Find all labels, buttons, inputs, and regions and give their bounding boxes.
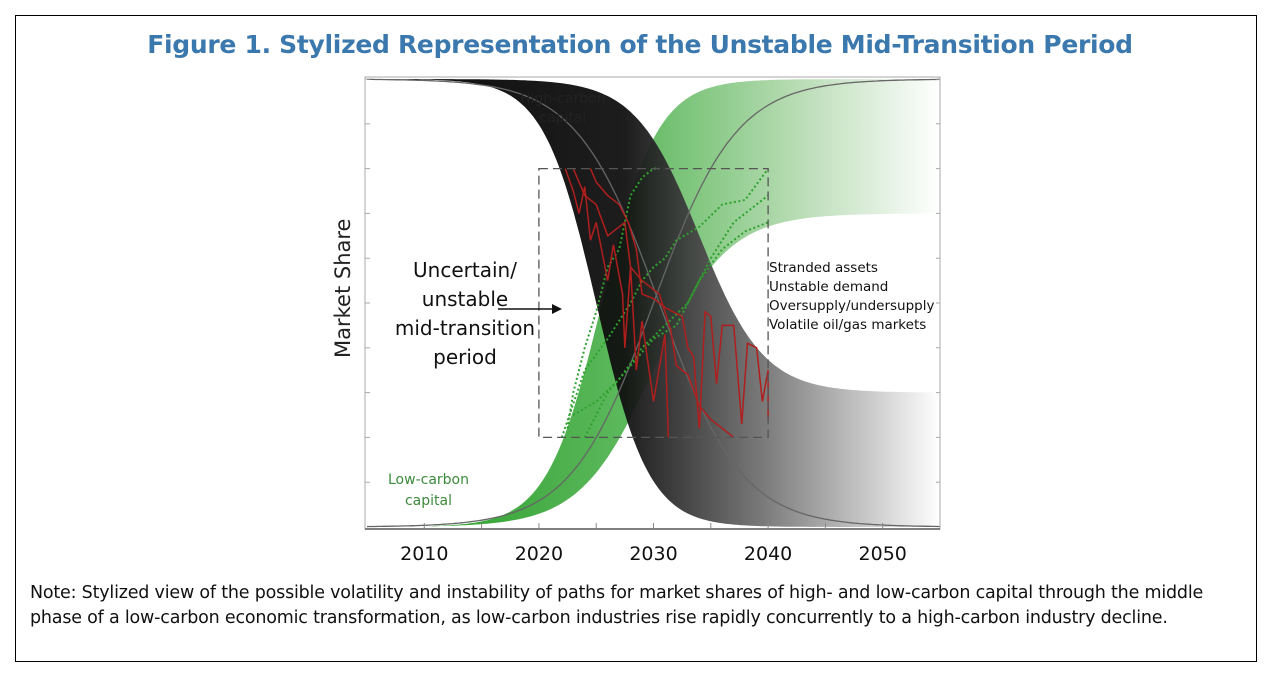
x-tick-label: 2040 bbox=[744, 543, 792, 565]
red-path-1 bbox=[572, 168, 735, 438]
effect-volatile-markets: Volatile oil/gas markets bbox=[769, 317, 927, 333]
low-carbon-label: Low-carbon capital bbox=[388, 470, 469, 512]
period-label-line4: period bbox=[433, 345, 497, 369]
period-label-line3: mid-transition bbox=[394, 316, 536, 340]
effect-stranded-assets: Stranded assets bbox=[769, 260, 878, 276]
arrow-head-icon bbox=[552, 304, 562, 314]
y-axis-label: Market Share bbox=[331, 218, 355, 358]
high-carbon-label: High-carbon capital bbox=[520, 90, 606, 128]
low-carbon-label-line1: Low-carbon bbox=[388, 472, 469, 488]
low-carbon-label-line2: capital bbox=[404, 493, 452, 509]
x-tick-label: 2050 bbox=[859, 543, 907, 565]
effects-list: Stranded assets Unstable demand Oversupp… bbox=[769, 259, 935, 335]
effect-oversupply: Oversupply/undersupply bbox=[769, 298, 935, 314]
x-tick-label: 2020 bbox=[515, 543, 563, 565]
figure-frame bbox=[15, 15, 1257, 662]
mid-transition-box bbox=[538, 167, 769, 439]
high-carbon-central-line bbox=[367, 78, 940, 528]
red-path-2 bbox=[589, 168, 769, 429]
period-label-line1: Uncertain/ bbox=[413, 258, 517, 282]
low-carbon-central-line bbox=[367, 78, 940, 528]
figure-note: Note: Stylized view of the possible vola… bbox=[30, 583, 1204, 628]
green-path-1 bbox=[560, 168, 769, 438]
red-path-0 bbox=[564, 168, 670, 438]
effect-unstable-demand: Unstable demand bbox=[769, 279, 889, 295]
period-label-line2: unstable bbox=[421, 287, 509, 311]
x-tick-label: 2010 bbox=[400, 543, 448, 565]
high-carbon-label-line1: High-carbon bbox=[520, 91, 606, 107]
green-path-0 bbox=[566, 167, 660, 429]
figure-title: Figure 1. Stylized Representation of the… bbox=[147, 30, 1133, 59]
high-carbon-label-line2: capital bbox=[539, 110, 587, 126]
x-tick-label: 2030 bbox=[629, 543, 677, 565]
period-label: Uncertain/ unstable mid-transition perio… bbox=[392, 256, 538, 372]
